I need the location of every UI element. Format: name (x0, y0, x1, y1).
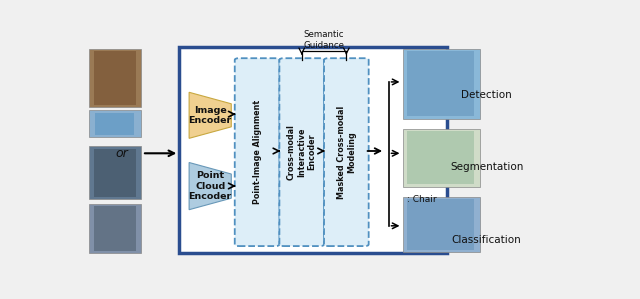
FancyBboxPatch shape (408, 132, 474, 184)
FancyBboxPatch shape (94, 51, 136, 105)
FancyBboxPatch shape (89, 147, 141, 199)
Text: Image
Encoder: Image Encoder (189, 106, 232, 125)
Text: Semantic
Guidance: Semantic Guidance (303, 30, 344, 50)
FancyBboxPatch shape (179, 47, 447, 254)
Text: Classification: Classification (452, 235, 522, 245)
Polygon shape (189, 92, 231, 138)
FancyBboxPatch shape (89, 48, 141, 107)
FancyBboxPatch shape (235, 58, 280, 246)
FancyBboxPatch shape (94, 149, 136, 197)
FancyBboxPatch shape (95, 113, 134, 135)
Text: Point
Cloud
Encoder: Point Cloud Encoder (189, 171, 232, 201)
Text: Detection: Detection (461, 90, 512, 100)
FancyBboxPatch shape (408, 199, 474, 250)
Polygon shape (189, 163, 231, 210)
FancyBboxPatch shape (94, 206, 136, 251)
FancyBboxPatch shape (403, 197, 480, 252)
FancyBboxPatch shape (89, 204, 141, 254)
FancyBboxPatch shape (324, 58, 369, 246)
Text: Cross-modal
Interactive
Encoder: Cross-modal Interactive Encoder (287, 124, 317, 180)
Text: or: or (116, 147, 129, 160)
Text: Segmentation: Segmentation (450, 162, 524, 172)
FancyBboxPatch shape (403, 129, 480, 187)
FancyBboxPatch shape (89, 109, 141, 137)
Text: Point-Image Alignment: Point-Image Alignment (253, 100, 262, 204)
Text: : Chair: : Chair (408, 195, 437, 204)
FancyBboxPatch shape (403, 48, 480, 119)
Text: Masked Cross-modal
Modeling: Masked Cross-modal Modeling (337, 106, 356, 199)
FancyBboxPatch shape (408, 51, 474, 116)
FancyBboxPatch shape (280, 58, 324, 246)
